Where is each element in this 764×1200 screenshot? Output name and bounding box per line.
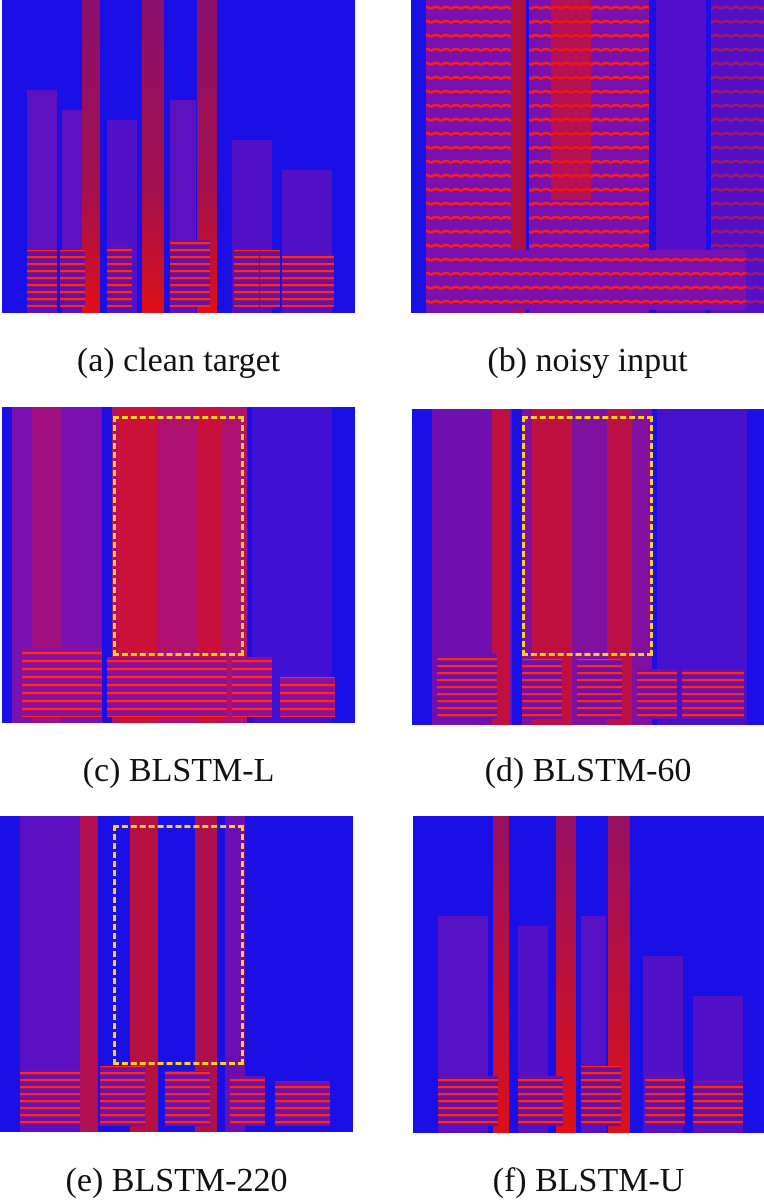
- spectrogram-image: [2, 0, 355, 313]
- spectrogram-blstm-u: [413, 816, 764, 1133]
- spectrogram-clean-target: [2, 0, 355, 313]
- spectrogram-image: [2, 407, 355, 723]
- spectrogram-image: [413, 816, 764, 1133]
- caption-clean-target: (a) clean target: [76, 342, 281, 379]
- spectrogram-blstm-l: [2, 407, 355, 723]
- spectrogram-noisy-input: [411, 0, 764, 313]
- spectrogram-blstm-220: [0, 816, 353, 1132]
- spectrogram-image: [0, 816, 353, 1132]
- caption-blstm-l: (c) BLSTM-L: [82, 752, 275, 789]
- caption-blstm-u: (f) BLSTM-U: [492, 1162, 685, 1199]
- spectrogram-image: [411, 0, 764, 313]
- caption-blstm-220: (e) BLSTM-220: [65, 1162, 288, 1199]
- spectrogram-blstm-60: [412, 409, 764, 725]
- caption-blstm-60: (d) BLSTM-60: [484, 752, 692, 789]
- spectrogram-image: [412, 409, 764, 725]
- caption-noisy-input: (b) noisy input: [487, 342, 688, 379]
